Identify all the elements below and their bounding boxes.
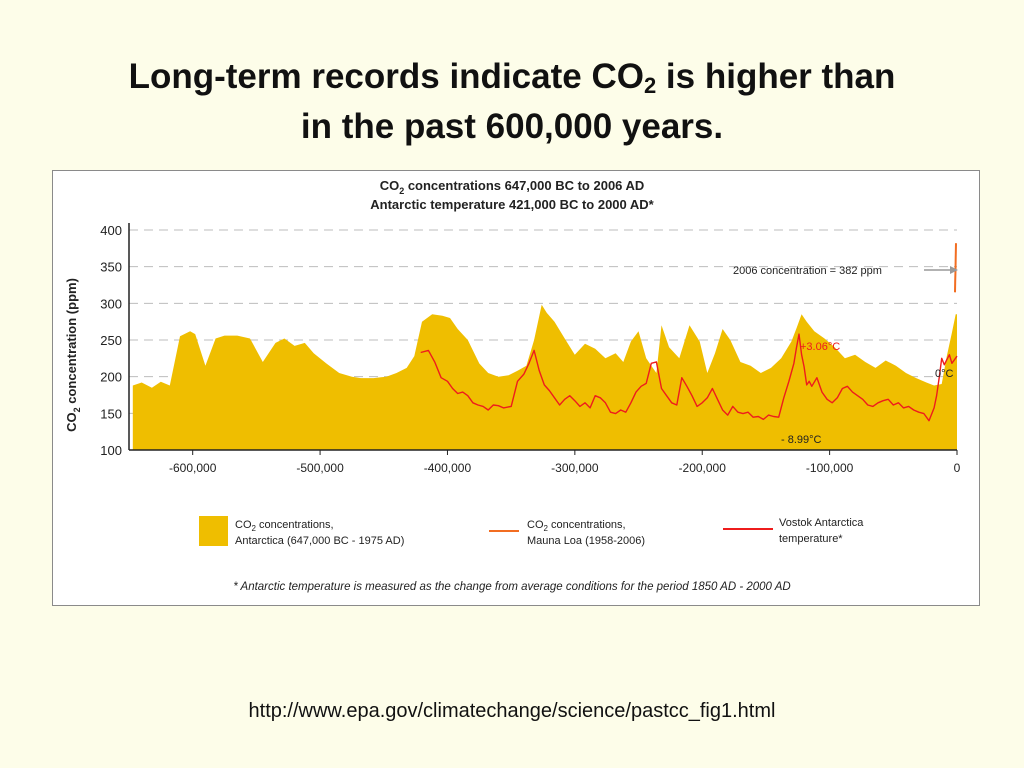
x-tick-label: -500,000: [296, 461, 344, 475]
vostok-temperature-line: [420, 333, 958, 422]
legend-antarctica-rest: concentrations,: [256, 519, 334, 531]
annotation-temp-low: - 8.99°C: [781, 434, 822, 446]
x-tick-label: -100,000: [806, 461, 854, 475]
x-tick-label: 0: [954, 461, 961, 475]
slide-title: Long-term records indicate CO2 is higher…: [40, 52, 984, 152]
slide-title-line2: in the past 600,000 years.: [300, 107, 724, 146]
chart-footnote: * Antarctic temperature is measured as t…: [233, 581, 790, 593]
title-subscript: 2: [643, 73, 657, 98]
title-text-part1: Long-term records indicate CO: [128, 57, 644, 96]
x-tick-label: -300,000: [551, 461, 599, 475]
x-tick-label: -200,000: [679, 461, 727, 475]
y-tick-label: 150: [100, 406, 122, 421]
legend-mauna-loa-sub: 2: [544, 524, 549, 533]
y-label-rest: concentration (ppm): [64, 278, 79, 407]
legend-mauna-loa-co: CO: [527, 519, 544, 531]
antarctica-co2-area: [132, 304, 958, 450]
legend-antarctica-co: CO: [235, 519, 252, 531]
y-tick-label: 400: [100, 223, 122, 238]
annotation-temp-high: +3.06°C: [800, 341, 840, 353]
legend-mauna-loa-line2: Mauna Loa (1958-2006): [527, 535, 645, 547]
legend-vostok-line2: temperature*: [779, 533, 843, 545]
y-tick-label: 100: [100, 443, 122, 458]
chart-title-line2: Antarctic temperature 421,000 BC to 2000…: [370, 197, 654, 212]
y-tick-label: 200: [100, 370, 122, 385]
annotation-2006-concentration: 2006 concentration = 382 ppm: [733, 265, 882, 277]
chart-title-co: CO: [380, 178, 400, 193]
legend-swatch-antarctica: [199, 516, 228, 546]
legend-antarctica-line2: Antarctica (647,000 BC - 1975 AD): [235, 535, 404, 547]
mauna-loa-co2-line: [954, 243, 957, 293]
y-tick-label: 250: [100, 333, 122, 348]
legend-label-vostok: Vostok Antarctica temperature*: [779, 517, 866, 545]
x-tick-label: -400,000: [424, 461, 472, 475]
chart-title-sub: 2: [399, 186, 404, 196]
annotation-temp-zero: 0°C: [935, 368, 954, 380]
y-label-co: CO: [64, 412, 79, 432]
y-axis-label: CO2 concentration (ppm): [64, 278, 82, 432]
legend-vostok-line1: Vostok Antarctica: [779, 517, 864, 529]
chart-panel: CO2 concentrations 647,000 BC to 2006 AD…: [52, 170, 980, 606]
y-tick-label: 300: [100, 296, 122, 311]
y-label-sub: 2: [72, 407, 82, 412]
legend-label-antarctica: CO2 concentrations, Antarctica (647,000 …: [235, 519, 404, 547]
legend-mauna-loa-rest: concentrations,: [548, 519, 626, 531]
annotation-arrow-head: [950, 266, 958, 274]
chart-title-line1: CO2 concentrations 647,000 BC to 2006 AD: [380, 178, 645, 196]
axes: [128, 223, 958, 455]
chart-title-rest: concentrations 647,000 BC to 2006 AD: [404, 178, 644, 193]
y-tick-label: 350: [100, 260, 122, 275]
x-tick-label: -600,000: [169, 461, 217, 475]
legend-antarctica-sub: 2: [252, 524, 257, 533]
co2-temperature-chart: CO2 concentrations 647,000 BC to 2006 AD…: [64, 178, 961, 593]
source-url: http://www.epa.gov/climatechange/science…: [248, 700, 776, 722]
antarctica-area-layer: [132, 304, 958, 450]
slide-title-line1: Long-term records indicate CO2 is higher…: [40, 52, 984, 102]
title-text-part2: is higher than: [656, 57, 896, 96]
legend: CO2 concentrations, Antarctica (647,000 …: [199, 516, 866, 547]
legend-label-mauna-loa: CO2 concentrations, Mauna Loa (1958-2006…: [527, 519, 645, 547]
tick-labels: 100 150 200 250 300 350 400 -600,000 -500,000 -40…: [100, 223, 960, 475]
